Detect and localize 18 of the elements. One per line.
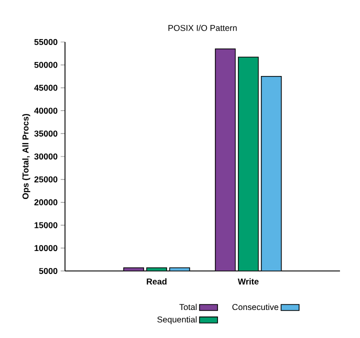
y-tick-label: 5000: [39, 268, 58, 274]
y-tick-label: 25000: [34, 176, 58, 182]
y-tick-label: 55000: [34, 39, 58, 46]
y-tick-label: 40000: [34, 108, 58, 114]
legend-label: Consecutive: [232, 304, 278, 310]
chart-title: POSIX I/O Pattern: [168, 24, 237, 31]
legend-label: Total: [179, 304, 197, 310]
y-tick-label: 45000: [34, 84, 58, 91]
x-tick-label: Read: [146, 278, 166, 285]
y-tick-label: 10000: [34, 245, 58, 252]
y-tick-label: 35000: [34, 130, 58, 137]
x-tick-label: Write: [238, 278, 259, 285]
y-tick-label: 15000: [34, 222, 58, 228]
y-axis-title: Ops (Total, All Procs): [22, 114, 30, 200]
legend-label: Sequential: [157, 316, 197, 324]
y-tick-label: 50000: [34, 62, 58, 68]
y-tick-label: 20000: [34, 199, 58, 206]
y-tick-label: 30000: [34, 153, 58, 160]
